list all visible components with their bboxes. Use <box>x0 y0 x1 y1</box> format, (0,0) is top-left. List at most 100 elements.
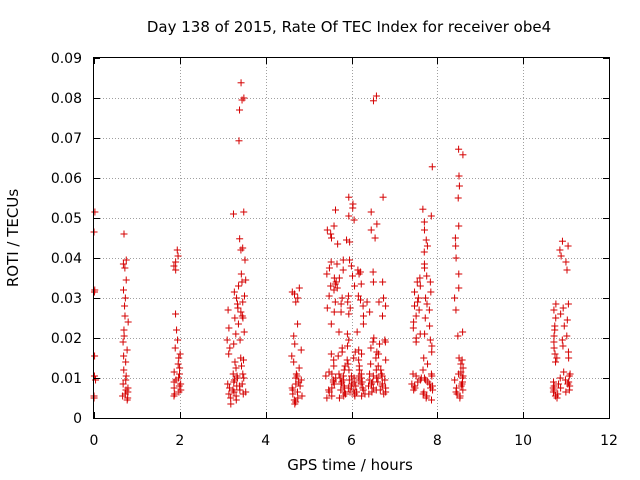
data-point <box>346 238 354 246</box>
data-point <box>235 137 243 145</box>
data-point <box>120 332 128 340</box>
data-point <box>379 278 387 286</box>
data-point <box>170 384 178 392</box>
data-point <box>327 258 335 266</box>
data-point <box>414 298 422 306</box>
data-point <box>240 356 248 364</box>
data-point <box>352 382 360 390</box>
data-point <box>337 300 345 308</box>
data-point <box>419 390 427 398</box>
data-point <box>239 390 247 398</box>
data-point <box>455 172 463 180</box>
x-tick-label: 6 <box>347 433 356 449</box>
data-point <box>369 278 377 286</box>
data-point <box>292 374 300 382</box>
data-point <box>369 268 377 276</box>
data-point <box>459 328 467 336</box>
data-point <box>291 290 299 298</box>
data-point <box>423 300 431 308</box>
data-point <box>457 360 465 368</box>
data-point <box>345 193 353 201</box>
data-point <box>557 310 565 318</box>
data-point <box>459 151 467 159</box>
data-point <box>333 260 341 268</box>
data-point <box>365 376 373 384</box>
data-point <box>237 362 245 370</box>
data-point <box>564 300 572 308</box>
data-point <box>357 296 365 304</box>
data-point <box>297 346 305 354</box>
data-point <box>331 206 339 214</box>
data-point <box>549 388 557 396</box>
data-point <box>174 336 182 344</box>
data-point <box>291 340 299 348</box>
data-point <box>372 92 380 100</box>
data-point <box>419 366 427 374</box>
data-point <box>357 280 365 288</box>
x-tick-label: 0 <box>90 433 99 449</box>
data-point <box>239 298 247 306</box>
data-point <box>334 352 342 360</box>
data-point <box>369 97 377 105</box>
data-point <box>124 318 132 326</box>
data-point <box>410 386 418 394</box>
data-point <box>232 396 240 404</box>
data-point <box>173 246 181 254</box>
data-point <box>371 234 379 242</box>
data-point <box>338 348 346 356</box>
data-point <box>91 352 99 360</box>
data-point <box>225 350 233 358</box>
data-point <box>366 370 374 378</box>
data-point <box>560 322 568 330</box>
data-point <box>550 306 558 314</box>
data-point <box>381 376 389 384</box>
data-point <box>452 242 460 250</box>
data-point <box>337 386 345 394</box>
data-point <box>224 380 232 388</box>
data-point <box>382 302 390 310</box>
data-point <box>173 326 181 334</box>
data-point <box>121 264 129 272</box>
data-point <box>170 392 178 400</box>
data-point <box>346 388 354 396</box>
data-point <box>559 342 567 350</box>
axis-ticks <box>94 58 610 419</box>
data-point <box>172 310 180 318</box>
y-tick-labels: 0 0.01 0.02 0.03 0.04 0.05 0.06 0.07 0.08 0.09 <box>51 51 82 427</box>
data-point <box>377 366 385 374</box>
data-point <box>427 288 435 296</box>
y-tick-label: 0.07 <box>51 131 82 147</box>
data-point <box>345 336 353 344</box>
data-point <box>350 354 358 362</box>
y-tick-label: 0.08 <box>51 91 82 107</box>
data-point <box>335 274 343 282</box>
data-point <box>122 256 130 264</box>
data-point <box>234 304 242 312</box>
data-point <box>338 294 346 302</box>
data-point <box>231 358 239 366</box>
data-point <box>359 320 367 328</box>
data-point <box>170 262 178 270</box>
data-point <box>409 324 417 332</box>
data-point <box>410 318 418 326</box>
data-point <box>175 388 183 396</box>
data-point <box>322 372 330 380</box>
y-tick-label: 0.03 <box>51 291 82 307</box>
data-point <box>290 332 298 340</box>
data-point <box>240 374 248 382</box>
data-point <box>358 350 366 358</box>
data-point <box>327 350 335 358</box>
data-point <box>232 330 240 338</box>
data-point <box>327 230 335 238</box>
data-point <box>458 356 466 364</box>
data-point <box>345 366 353 374</box>
data-point <box>426 322 434 330</box>
data-point <box>428 348 436 356</box>
data-point <box>335 394 343 402</box>
data-point <box>459 386 467 394</box>
data-point <box>416 282 424 290</box>
data-point <box>553 394 561 402</box>
x-tick-labels: 0 2 4 6 8 10 12 <box>90 433 618 449</box>
data-point <box>420 218 428 226</box>
data-point <box>370 334 378 342</box>
